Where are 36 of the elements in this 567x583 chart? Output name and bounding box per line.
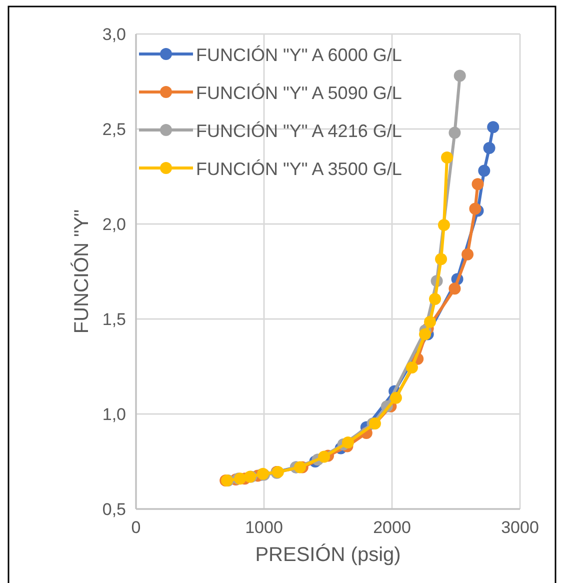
point [462, 248, 474, 260]
point [424, 316, 436, 328]
y-tick-label: 1,5 [102, 310, 126, 329]
point [419, 328, 432, 340]
legend-label: FUNCIÓN "Y" A 4216 G/L [196, 121, 402, 141]
point [448, 126, 461, 139]
y-axis-title: FUNCIÓN "Y" [70, 209, 93, 334]
y-tick-label: 3,0 [102, 25, 126, 44]
point [441, 152, 454, 164]
point [435, 253, 448, 266]
legend-label: FUNCIÓN "Y" A 5090 G/L [196, 83, 402, 103]
point [342, 436, 354, 448]
x-tick-label: 2000 [373, 518, 411, 537]
y-tick-label: 2,0 [102, 215, 126, 234]
x-tick-label: 3000 [501, 518, 539, 537]
point [469, 202, 482, 215]
point [390, 392, 402, 404]
x-tick-label: 1000 [245, 518, 283, 537]
point [406, 361, 418, 374]
point [454, 70, 466, 82]
x-axis-title: PRESIÓN (psig) [255, 543, 401, 566]
point [318, 450, 330, 463]
point [487, 121, 500, 134]
x-tick-label: 0 [131, 518, 141, 537]
point [429, 293, 442, 306]
point [294, 461, 306, 474]
point [478, 164, 490, 177]
point [448, 282, 461, 295]
legend-label: FUNCIÓN "Y" A 6000 G/L [196, 45, 402, 65]
point [438, 218, 450, 231]
point [472, 178, 484, 190]
y-tick-label: 2,5 [102, 120, 126, 139]
y-tick-label: 0,5 [102, 500, 126, 519]
legend-label: FUNCIÓN "Y" A 3500 G/L [196, 159, 402, 179]
point [483, 142, 496, 154]
y-tick-label: 1,0 [102, 405, 126, 424]
